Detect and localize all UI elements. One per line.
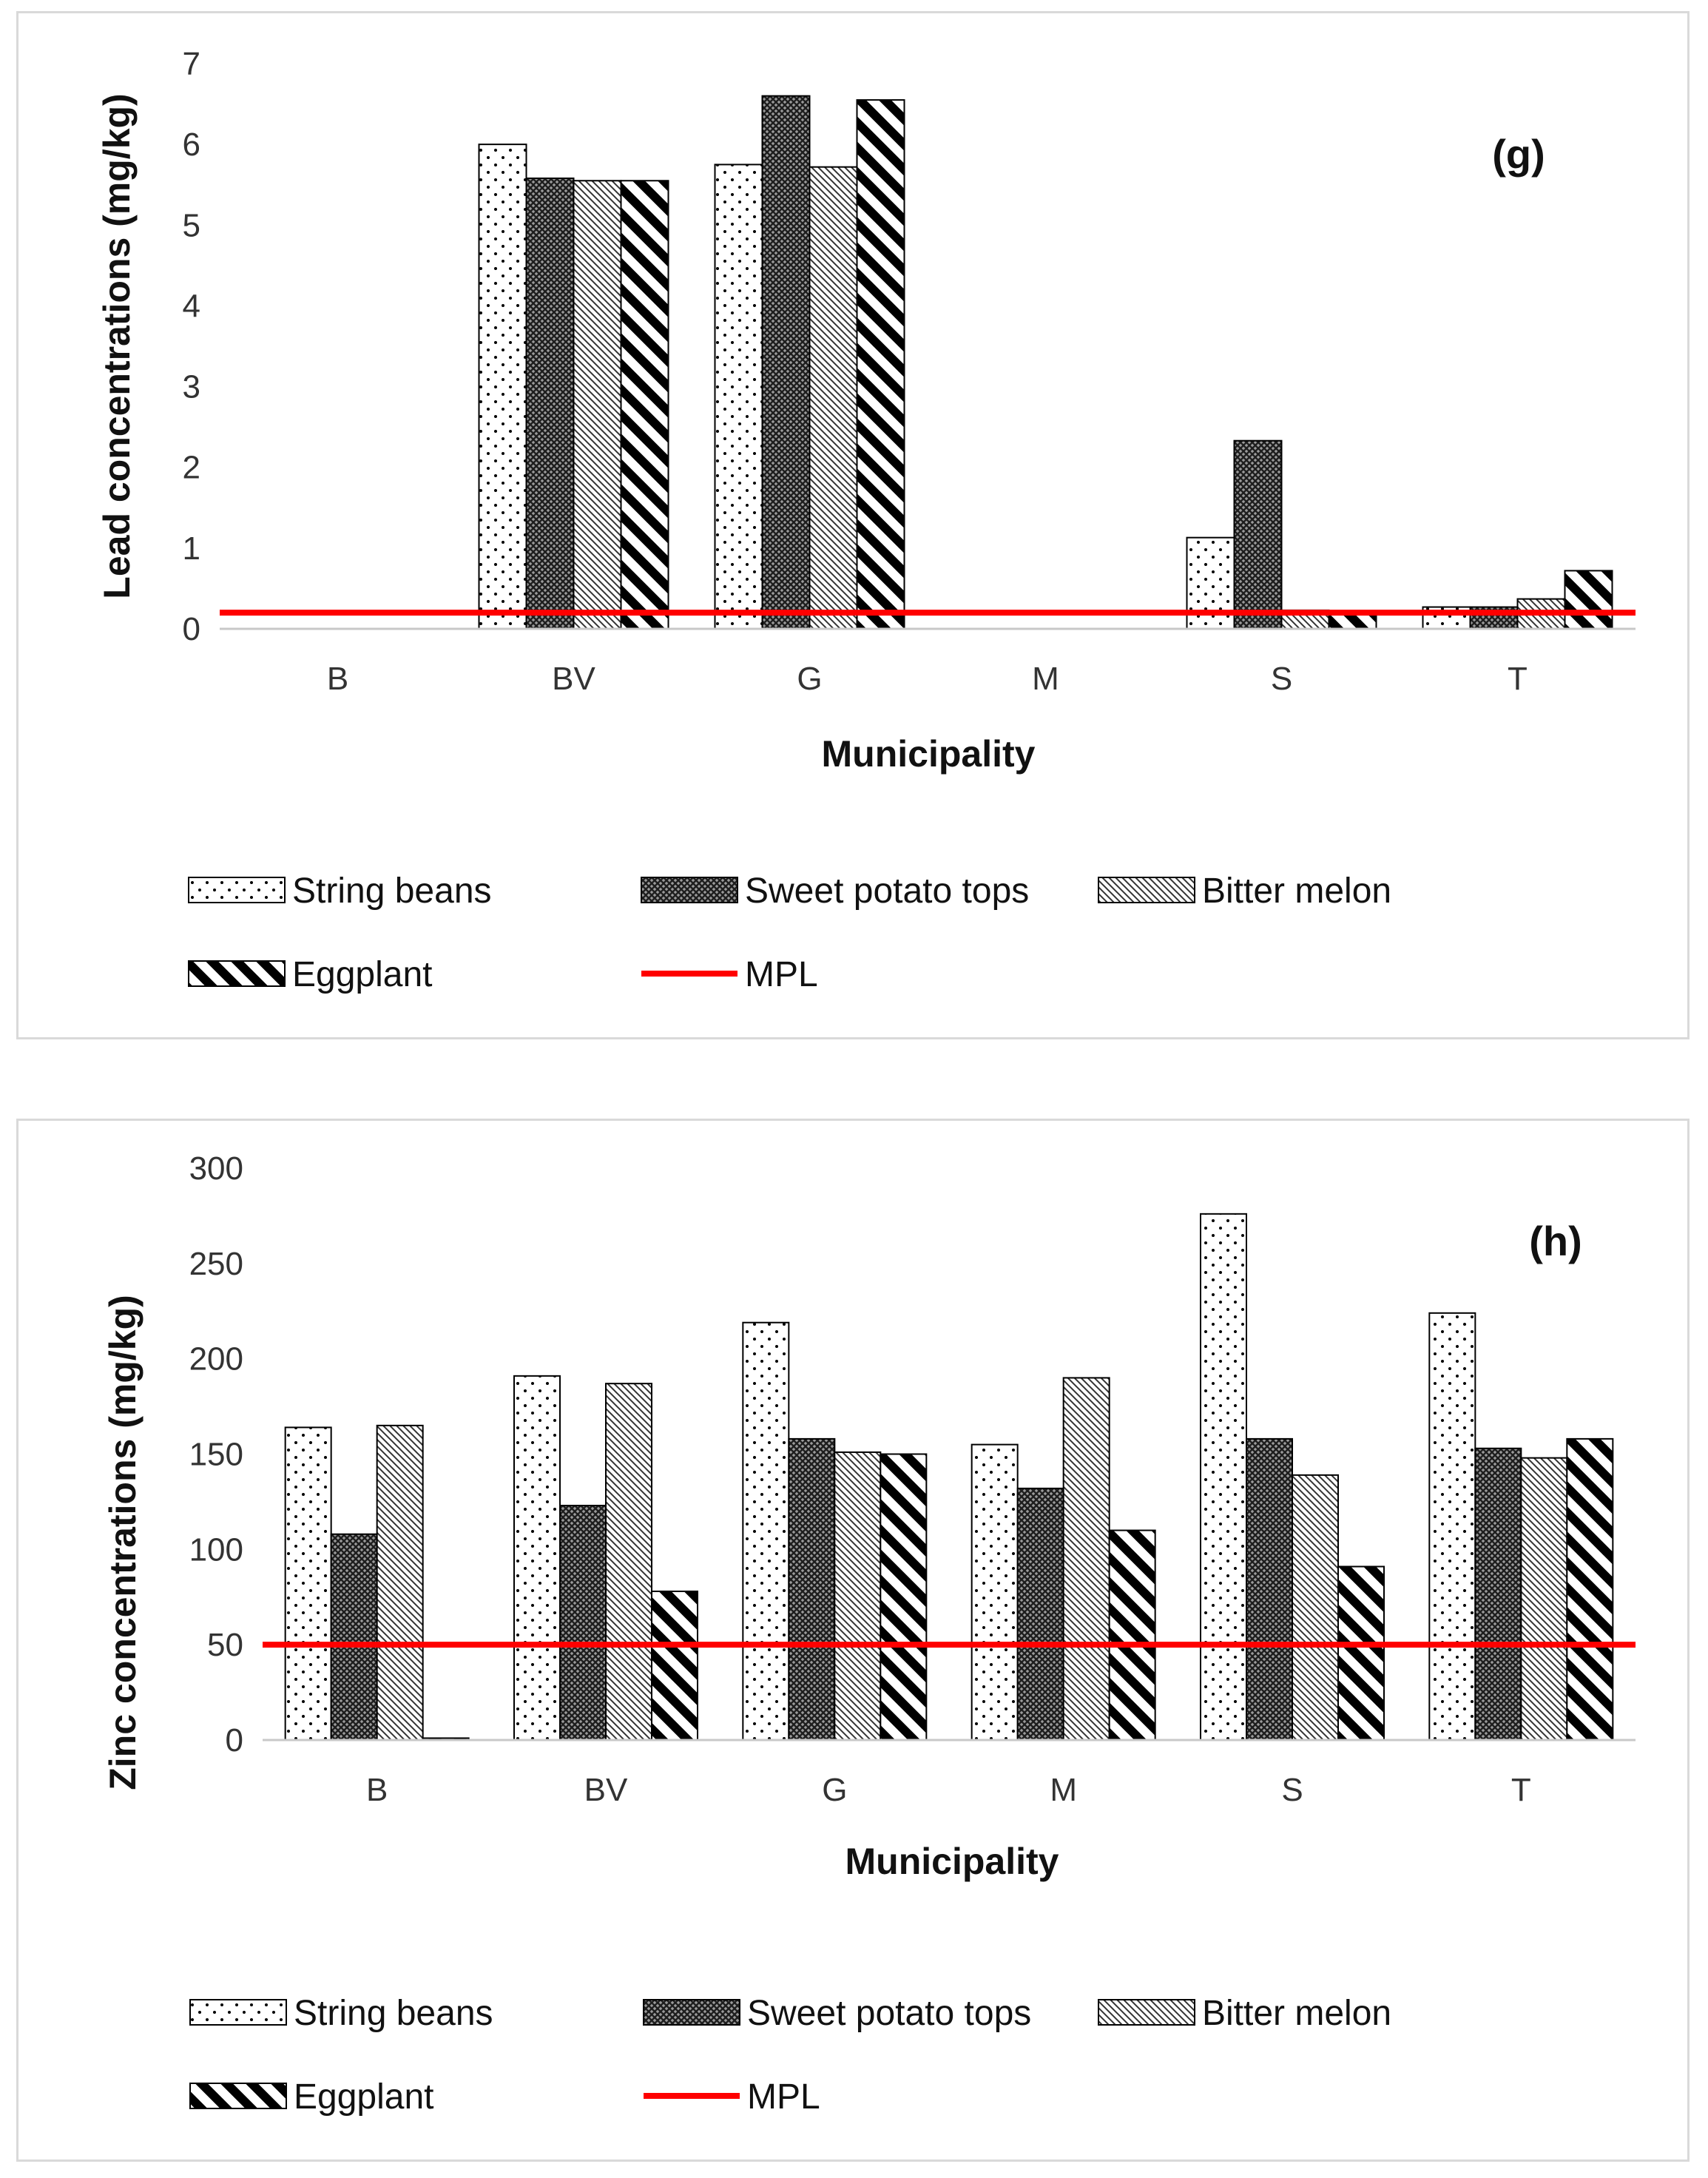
bar-eggplant-bv	[620, 180, 669, 630]
y-tick-label: 250	[189, 1246, 243, 1282]
bar-eggplant-t	[1566, 1437, 1614, 1741]
bar-bitter-melon-s	[1292, 1474, 1339, 1741]
zinc-chart-panel: Zinc concentrations (mg/kg) Municipality…	[16, 1119, 1690, 2162]
bar-string-beans-b	[284, 1426, 332, 1741]
y-tick-label: 3	[183, 369, 200, 405]
y-tick-label: 1	[183, 530, 200, 567]
y-tick-label: 200	[189, 1341, 243, 1378]
y-tick-label: 150	[189, 1437, 243, 1473]
legend-item-string-beans: String beans	[188, 871, 492, 911]
legend-item-bitter-melon: Bitter melon	[1098, 871, 1391, 911]
bar-sweet-potato-tops-g	[761, 95, 811, 630]
legend-item-eggplant: Eggplant	[189, 2077, 434, 2117]
legend-item-bitter-melon: Bitter melon	[1098, 1994, 1391, 2033]
y-tick-label: 50	[207, 1627, 243, 1663]
y-tick-label: 4	[183, 288, 200, 324]
bar-sweet-potato-tops-t	[1474, 1447, 1522, 1741]
x-tick-label: M	[1050, 1772, 1077, 1808]
legend-label: Sweet potato tops	[747, 1994, 1031, 2033]
bar-eggplant-s	[1337, 1565, 1385, 1741]
legend-label: String beans	[294, 1994, 493, 2033]
bar-string-beans-g	[742, 1321, 790, 1741]
bar-sweet-potato-tops-b	[330, 1533, 378, 1741]
legend-item-eggplant: Eggplant	[188, 955, 433, 994]
y-tick-label: 2	[183, 450, 200, 486]
lead-chart-panel: Lead concentrations (mg/kg) Municipality…	[16, 11, 1690, 1039]
bar-sweet-potato-tops-s	[1246, 1437, 1293, 1741]
legend-label: Eggplant	[294, 2077, 434, 2117]
bar-bitter-melon-bv	[573, 180, 622, 630]
legend-swatch	[641, 877, 738, 903]
panel-label: (g)	[1492, 131, 1545, 178]
bar-bitter-melon-bv	[605, 1383, 652, 1741]
x-tick-label: T	[1511, 1772, 1531, 1808]
y-tick-label: 6	[183, 127, 200, 163]
legend-label: String beans	[292, 871, 492, 911]
bar-eggplant-m	[1108, 1529, 1156, 1741]
legend-item-string-beans: String beans	[189, 1994, 493, 2033]
x-axis-title: Municipality	[822, 733, 1036, 775]
y-axis-title: Zinc concentrations (mg/kg)	[102, 1295, 144, 1790]
zinc-chart: Zinc concentrations (mg/kg) Municipality…	[102, 1150, 1636, 2117]
x-axis-title: Municipality	[845, 1841, 1059, 1882]
bar-bitter-melon-m	[1062, 1377, 1110, 1741]
bar-string-beans-bv	[478, 144, 527, 630]
bar-sweet-potato-tops-m	[1016, 1487, 1064, 1741]
legend-item-mpl: MPL	[644, 2077, 820, 2117]
legend-swatch	[189, 2083, 287, 2109]
y-tick-label: 7	[183, 46, 200, 82]
bar-bitter-melon-g	[809, 166, 858, 630]
lead-chart: Lead concentrations (mg/kg) Municipality…	[96, 46, 1636, 994]
legend-item-mpl: MPL	[641, 955, 818, 994]
bar-bitter-melon-t	[1520, 1457, 1568, 1741]
legend-item-sweet-potato-tops: Sweet potato tops	[641, 871, 1029, 911]
bar-sweet-potato-tops-s	[1233, 439, 1283, 630]
y-tick-label: 0	[226, 1722, 243, 1759]
x-tick-label: B	[366, 1772, 388, 1808]
legend-label: Bitter melon	[1202, 1994, 1391, 2033]
bar-string-beans-t	[1428, 1312, 1476, 1741]
legend-label: Eggplant	[292, 955, 433, 994]
bar-string-beans-bv	[513, 1375, 561, 1741]
bar-bitter-melon-b	[376, 1424, 424, 1741]
legend-swatch	[1098, 877, 1195, 903]
legend-label: Sweet potato tops	[745, 871, 1029, 911]
bar-sweet-potato-tops-bv	[559, 1505, 607, 1741]
bar-eggplant-g	[856, 99, 905, 630]
x-tick-label: BV	[552, 661, 595, 697]
y-tick-label: 0	[183, 611, 200, 647]
legend-swatch	[643, 1999, 740, 2026]
bar-eggplant-t	[1564, 570, 1613, 630]
x-tick-label: S	[1271, 661, 1292, 697]
bar-bitter-melon-g	[834, 1451, 882, 1741]
y-axis-title: Lead concentrations (mg/kg)	[96, 93, 138, 599]
panel-label: (h)	[1529, 1218, 1582, 1264]
x-tick-label: S	[1281, 1772, 1303, 1808]
bar-string-beans-m	[971, 1443, 1019, 1741]
bar-string-beans-g	[714, 163, 763, 630]
x-tick-label: M	[1032, 661, 1059, 697]
y-tick-label: 100	[189, 1531, 243, 1568]
legend-swatch	[1098, 1999, 1195, 2026]
x-tick-label: G	[797, 661, 822, 697]
legend-item-sweet-potato-tops: Sweet potato tops	[643, 1994, 1031, 2033]
x-tick-label: B	[327, 661, 348, 697]
bar-eggplant-g	[880, 1453, 928, 1741]
bar-sweet-potato-tops-bv	[525, 177, 575, 630]
x-tick-label: T	[1508, 661, 1528, 697]
x-tick-label: BV	[584, 1772, 628, 1808]
legend-swatch	[188, 960, 286, 987]
legend-label: MPL	[745, 955, 818, 994]
legend-swatch	[189, 1999, 287, 2026]
bar-string-beans-s	[1200, 1213, 1247, 1741]
y-tick-label: 300	[189, 1150, 243, 1187]
bar-eggplant-bv	[651, 1591, 698, 1742]
y-tick-label: 5	[183, 207, 200, 243]
legend-swatch	[188, 877, 286, 903]
legend-label: Bitter melon	[1202, 871, 1391, 911]
legend-label: MPL	[747, 2077, 820, 2117]
bar-sweet-potato-tops-g	[788, 1437, 836, 1741]
x-tick-label: G	[822, 1772, 847, 1808]
